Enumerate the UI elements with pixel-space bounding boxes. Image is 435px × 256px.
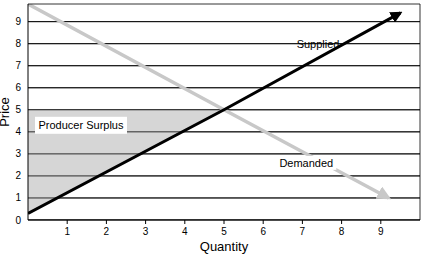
x-tick [263, 220, 264, 224]
x-axis-title: Quantity [200, 239, 249, 254]
y-axis-title: Price [0, 97, 12, 127]
y-tick-label: 5 [15, 104, 21, 115]
grid-line [28, 197, 420, 198]
x-tick-label: 6 [260, 226, 266, 237]
x-tick [184, 220, 185, 224]
x-tick-label: 9 [378, 226, 384, 237]
grid-line [28, 87, 420, 88]
series-line [28, 4, 389, 198]
y-tick-label: 3 [15, 148, 21, 159]
x-tick-label: 8 [339, 226, 345, 237]
label-background [276, 156, 336, 170]
y-axis-line [28, 4, 29, 220]
grid-line [28, 175, 420, 176]
chart-container: 1 2 3 4 5 6 7 8 9 0 1 2 3 4 5 6 7 8 9 Quantity Price Supplied… [0, 0, 435, 256]
y-tick-label: 0 [15, 215, 21, 226]
grid-line [28, 197, 420, 198]
x-tick-label: 5 [221, 226, 227, 237]
series-line [28, 13, 400, 214]
y-tick-label: 2 [15, 170, 21, 181]
x-tick [67, 220, 68, 224]
y-tick-label: 6 [15, 82, 21, 93]
grid-line [28, 87, 420, 88]
grid-line [28, 65, 420, 66]
x-tick-label: 3 [143, 226, 149, 237]
y-tick-label: 4 [15, 126, 21, 137]
grid-line [28, 21, 420, 22]
x-tick [145, 220, 146, 224]
grid-line [28, 153, 420, 154]
grid-line [28, 21, 420, 22]
grid-line [28, 65, 420, 66]
x-tick-label: 2 [104, 226, 110, 237]
annotation-box [35, 117, 127, 134]
x-tick [224, 220, 225, 224]
x-tick-label: 1 [64, 226, 70, 237]
grid-line [28, 153, 420, 154]
x-tick [380, 220, 381, 224]
annotation-label: Producer Surplus [39, 119, 124, 131]
y-tick-label: 1 [15, 192, 21, 203]
grid-line [28, 43, 420, 44]
y-tick-label: 8 [15, 38, 21, 49]
y-tick-label: 9 [15, 16, 21, 27]
x-tick-label: 4 [182, 226, 188, 237]
grid-line [28, 175, 420, 176]
x-tick [302, 220, 303, 224]
x-tick [106, 220, 107, 224]
grid-line [28, 220, 420, 221]
plot-area [28, 4, 420, 220]
chart: 1 2 3 4 5 6 7 8 9 0 1 2 3 4 5 6 7 8 9 Quantity Price Supplied… [0, 0, 435, 256]
series-label: Demanded [279, 157, 333, 169]
y-tick-label: 7 [15, 60, 21, 71]
x-tick-label: 7 [300, 226, 306, 237]
plot-frame [420, 4, 421, 220]
x-tick [341, 220, 342, 224]
plot-frame [28, 4, 420, 5]
series-label: Supplied [297, 38, 340, 50]
grid-line [28, 43, 420, 44]
